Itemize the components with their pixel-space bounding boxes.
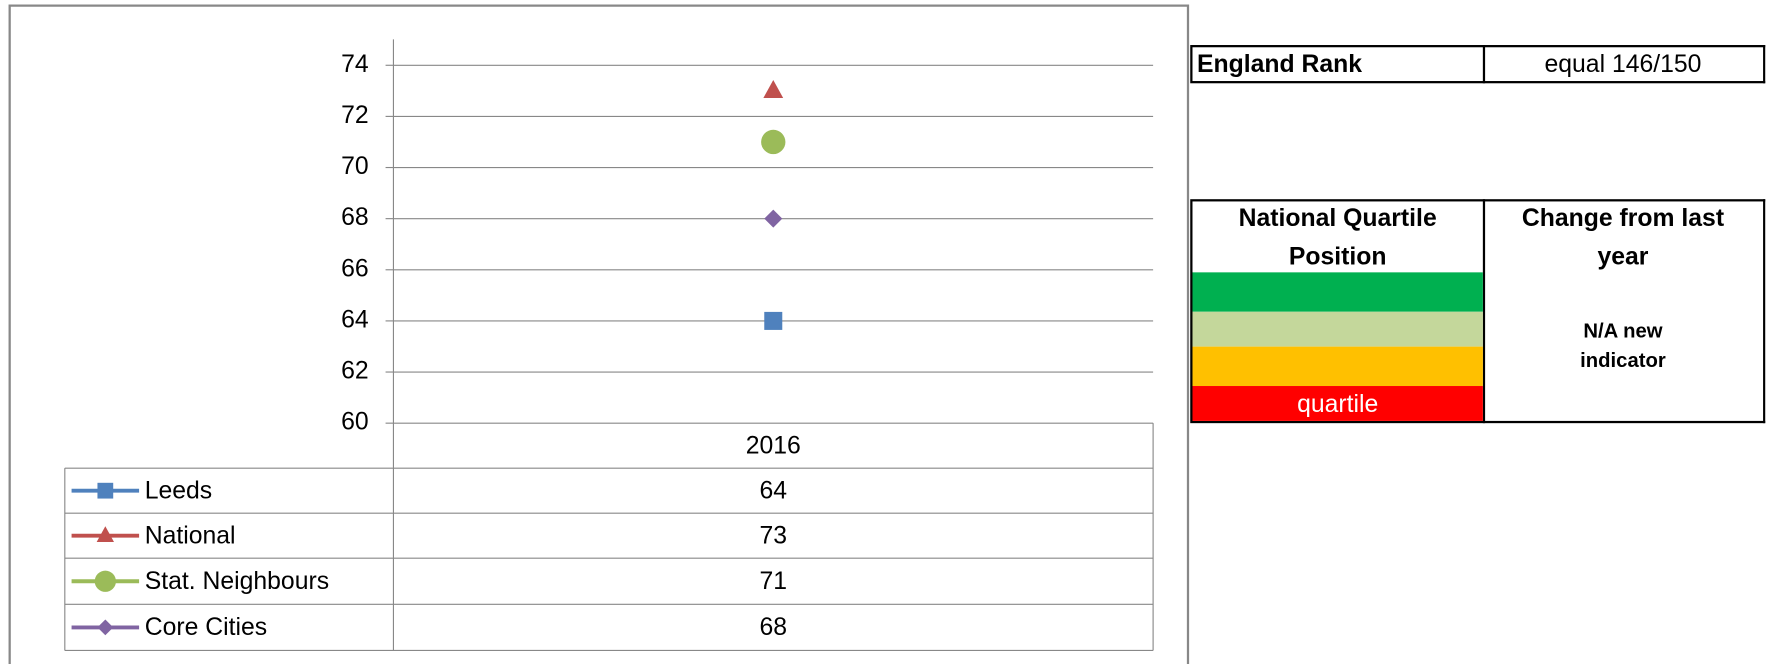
legend-label: Leeds (145, 477, 212, 504)
marker (764, 209, 783, 228)
y-tick-label: 60 (341, 409, 369, 436)
quartile-band (1192, 311, 1483, 347)
quartile-bands: quartile (1192, 272, 1483, 421)
quartile-header: National Quartile Position (1238, 203, 1437, 270)
x-tick-label: 2016 (746, 432, 801, 459)
legend-marker (96, 526, 114, 543)
quartile-band: quartile (1192, 386, 1483, 421)
marker (764, 311, 783, 330)
y-tick-label: 72 (341, 102, 369, 129)
table-value: 64 (760, 477, 788, 504)
y-tick-label: 70 (341, 153, 369, 180)
quartile-band (1192, 272, 1483, 312)
table-value: 71 (760, 568, 788, 595)
chart-frame (8, 4, 1190, 669)
rank-value: equal 146/150 (1482, 45, 1766, 84)
legend-marker (97, 619, 114, 636)
y-tick-label: 62 (341, 358, 369, 385)
y-tick-label: 68 (341, 204, 369, 231)
side-panel: England Rank equal 146/150 National Quar… (1182, 34, 1766, 439)
marker (763, 80, 784, 99)
legend-marker (97, 482, 114, 499)
marker (761, 129, 786, 155)
legend-label: Stat. Neighbours (145, 568, 329, 595)
rank-label: England Rank (1190, 45, 1486, 84)
legend-label: Core Cities (145, 614, 267, 641)
change-header: Change from last year (1521, 203, 1725, 270)
legend-label: National (145, 522, 236, 549)
quartile-box: National Quartile Position quartile (1190, 199, 1486, 424)
change-value: N/A new indicator (1580, 319, 1666, 372)
quartile-band (1192, 346, 1483, 387)
panel-body: England Rank equal 146/150 National Quar… (1182, 34, 1766, 439)
legend-marker (94, 570, 116, 592)
table-value: 73 (760, 522, 788, 549)
change-box: Change from last year N/A new indicator (1482, 199, 1766, 424)
y-tick-label: 64 (341, 306, 369, 333)
y-tick-label: 66 (341, 255, 369, 282)
table-value: 68 (760, 614, 788, 641)
y-tick-label: 74 (341, 51, 369, 78)
